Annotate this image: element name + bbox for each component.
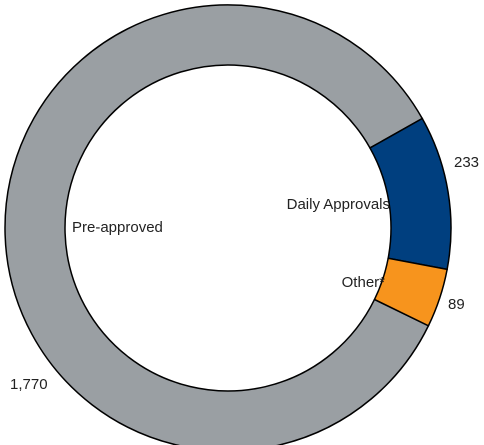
category-label: Daily Approvals — [287, 196, 390, 213]
value-label: 89 — [448, 296, 465, 313]
value-label: 1,770 — [10, 376, 48, 393]
donut-segment — [368, 117, 452, 271]
donut-segment — [373, 257, 449, 327]
category-label: Other* — [342, 274, 386, 291]
donut-segment — [4, 4, 430, 445]
category-label: Pre-approved — [72, 219, 163, 236]
value-label: 233 — [454, 154, 479, 171]
